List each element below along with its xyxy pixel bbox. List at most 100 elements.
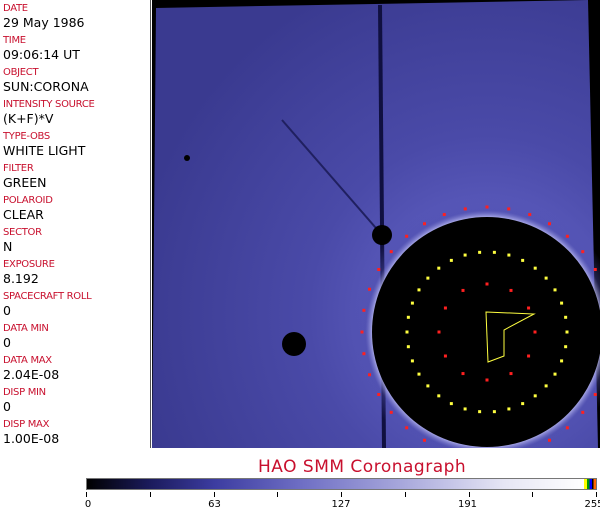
- field-label: OBJECT: [3, 67, 39, 78]
- yellow-marker: [437, 266, 441, 270]
- occulter-disk: [372, 217, 600, 447]
- yellow-marker: [564, 345, 568, 349]
- colorbar-tick: [86, 492, 87, 497]
- red-marker: [461, 288, 465, 292]
- red-marker: [389, 410, 393, 414]
- red-marker: [527, 306, 531, 310]
- red-marker: [528, 213, 532, 217]
- red-marker: [485, 378, 489, 382]
- red-marker: [485, 205, 489, 209]
- field-label: DATE: [3, 3, 28, 14]
- field-label: FILTER: [3, 163, 34, 174]
- red-marker: [548, 222, 551, 226]
- yellow-marker: [417, 288, 421, 292]
- yellow-marker: [492, 410, 496, 414]
- yellow-marker: [406, 345, 410, 349]
- field-value: 0: [3, 399, 11, 414]
- yellow-marker: [426, 276, 430, 280]
- field-label: DATA MIN: [3, 323, 49, 334]
- red-marker: [509, 288, 513, 292]
- yellow-marker: [478, 410, 482, 414]
- yellow-marker: [564, 315, 568, 319]
- yellow-marker: [449, 258, 453, 262]
- colorbar-tick-label: 255: [584, 499, 600, 510]
- field-value: GREEN: [3, 175, 47, 190]
- colorbar-tick-label: 0: [84, 499, 92, 510]
- colorbar-tick: [596, 492, 597, 497]
- colorbar-overlay-colors: [584, 479, 596, 489]
- field-value: 09:06:14 UT: [3, 47, 80, 62]
- colorbar-tick-label: 63: [208, 499, 221, 510]
- field-value: 2.04E-08: [3, 367, 60, 382]
- field-label: DISP MIN: [3, 387, 46, 398]
- red-marker: [533, 330, 537, 334]
- colorbar-tick: [468, 492, 470, 497]
- red-marker: [593, 393, 597, 396]
- field-label: TYPE-OBS: [3, 131, 50, 142]
- field-label: SECTOR: [3, 227, 42, 238]
- red-marker: [593, 268, 597, 271]
- colorbar-tick: [404, 492, 406, 497]
- red-marker: [443, 306, 447, 310]
- red-marker: [368, 287, 372, 291]
- yellow-marker: [410, 359, 414, 363]
- colorbar-tick-label: 127: [331, 499, 351, 510]
- yellow-marker: [463, 253, 467, 257]
- red-marker: [463, 207, 467, 211]
- colorbar-tick: [277, 492, 279, 497]
- field-value: 0: [3, 303, 11, 318]
- yellow-marker: [406, 315, 410, 319]
- yellow-marker: [533, 266, 537, 270]
- red-marker: [565, 426, 569, 430]
- region-outline: [485, 311, 536, 363]
- red-marker: [362, 352, 366, 356]
- yellow-marker: [417, 372, 421, 376]
- field-value: N: [3, 239, 13, 254]
- field-value: 0: [3, 335, 11, 350]
- red-marker: [527, 354, 531, 358]
- coronagraph-image: [152, 0, 600, 448]
- red-marker: [509, 372, 513, 376]
- yellow-marker: [560, 359, 564, 363]
- colorbar-tick: [149, 492, 151, 497]
- field-label: DISP MAX: [3, 419, 50, 430]
- field-label: TIME: [3, 35, 26, 46]
- yellow-marker: [410, 301, 414, 305]
- field-value: 8.192: [3, 271, 39, 286]
- red-marker: [389, 250, 393, 254]
- yellow-marker: [449, 402, 453, 406]
- red-marker: [461, 372, 465, 376]
- field-label: EXPOSURE: [3, 259, 55, 270]
- yellow-marker: [521, 258, 525, 262]
- red-marker: [362, 308, 366, 312]
- yellow-marker: [437, 394, 441, 398]
- yellow-marker: [544, 384, 548, 388]
- yellow-marker: [405, 330, 409, 334]
- field-value: (K+F)*V: [3, 111, 54, 126]
- red-marker: [437, 330, 441, 334]
- yellow-marker: [553, 288, 557, 292]
- yellow-marker: [463, 407, 467, 411]
- red-marker: [442, 213, 446, 217]
- red-marker: [565, 234, 569, 238]
- red-marker: [377, 393, 381, 396]
- red-marker: [368, 373, 372, 377]
- yellow-marker: [478, 250, 482, 254]
- yellow-marker: [426, 384, 430, 388]
- field-label: SPACECRAFT ROLL: [3, 291, 92, 302]
- red-marker: [581, 410, 585, 414]
- red-marker: [548, 438, 551, 442]
- colorbar: [86, 478, 597, 490]
- red-marker: [581, 250, 585, 254]
- colorbar-tick: [532, 492, 534, 497]
- field-value: 29 May 1986: [3, 15, 85, 30]
- colorbar-tick-label: 191: [457, 499, 478, 510]
- yellow-marker: [521, 402, 525, 406]
- red-marker: [443, 354, 447, 358]
- field-label: POLAROID: [3, 195, 53, 206]
- yellow-marker: [560, 301, 564, 305]
- red-marker: [405, 234, 409, 238]
- field-value: SUN:CORONA: [3, 79, 89, 94]
- field-label: DATA MAX: [3, 355, 52, 366]
- yellow-marker: [507, 253, 511, 257]
